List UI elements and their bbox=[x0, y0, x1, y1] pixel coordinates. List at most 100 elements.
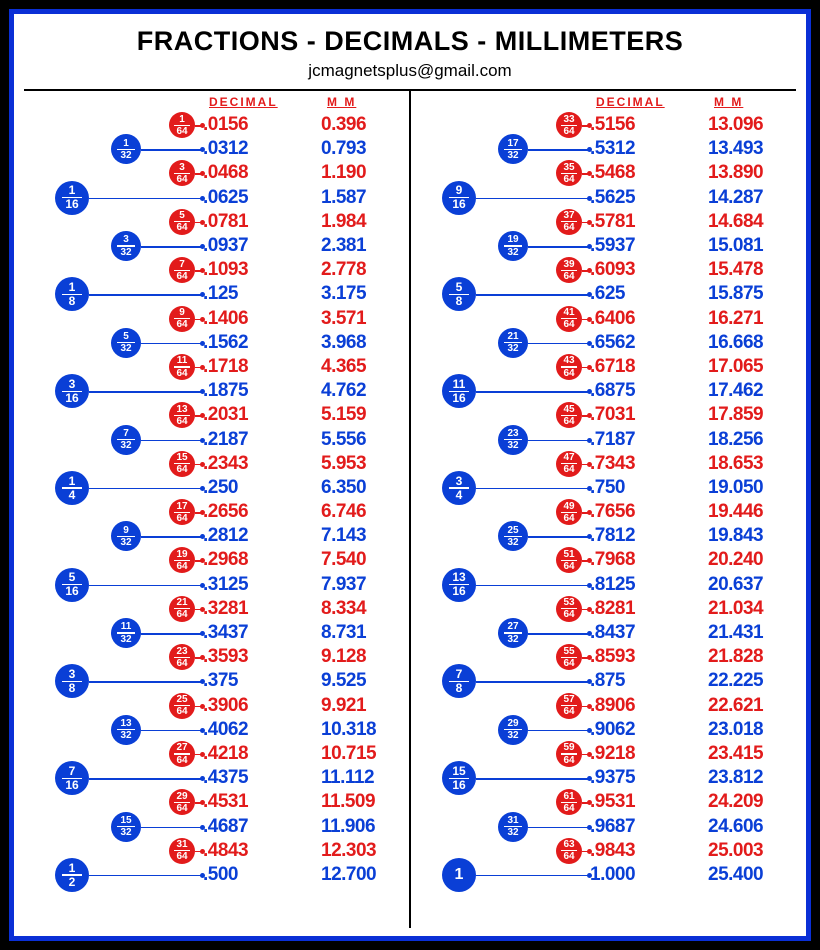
decimal-value: .4687 bbox=[199, 816, 303, 838]
fraction-cell: 1 bbox=[411, 863, 586, 887]
mm-value: 1.984 bbox=[303, 211, 409, 233]
fraction-cell: 12 bbox=[24, 863, 199, 887]
decimal-value: .7187 bbox=[586, 429, 690, 451]
mm-value: 14.287 bbox=[690, 187, 796, 209]
fraction-cell: 716 bbox=[24, 766, 199, 790]
table-row: 564.07811.984 bbox=[24, 210, 409, 234]
mm-value: 12.700 bbox=[303, 864, 409, 886]
decimal-value: .875 bbox=[586, 670, 690, 692]
table-row: 4764.734318.653 bbox=[411, 452, 796, 476]
table-row: 1316.812520.637 bbox=[411, 573, 796, 597]
fraction-cell: 2532 bbox=[411, 524, 586, 548]
fraction-cell: 132 bbox=[24, 137, 199, 161]
mm-value: 14.684 bbox=[690, 211, 796, 233]
mm-value: 19.446 bbox=[690, 501, 796, 523]
fraction-cell: 116 bbox=[24, 186, 199, 210]
fraction-badge-64th: 364 bbox=[169, 160, 195, 186]
header-decimal: DECIMAL bbox=[586, 95, 696, 109]
decimal-value: .1562 bbox=[199, 332, 303, 354]
decimal-value: .6406 bbox=[586, 308, 690, 330]
mm-value: 17.859 bbox=[690, 404, 796, 426]
fraction-badge-64th: 1764 bbox=[169, 499, 195, 525]
mm-value: 3.175 bbox=[303, 283, 409, 305]
table-row: 1164.17184.365 bbox=[24, 355, 409, 379]
fraction-cell: 932 bbox=[24, 524, 199, 548]
mm-value: 15.875 bbox=[690, 283, 796, 305]
fraction-badge-64th: 764 bbox=[169, 257, 195, 283]
fraction-cell: 6164 bbox=[411, 790, 586, 814]
table-row: 332.09372.381 bbox=[24, 234, 409, 258]
fraction-badge-64th: 6364 bbox=[556, 838, 582, 864]
mm-value: 13.096 bbox=[690, 114, 796, 136]
fraction-cell: 1316 bbox=[411, 573, 586, 597]
mm-value: 13.890 bbox=[690, 162, 796, 184]
table-row: 316.18754.762 bbox=[24, 379, 409, 403]
table-row: 2964.453111.509 bbox=[24, 790, 409, 814]
fraction-badge-64th: 564 bbox=[169, 209, 195, 235]
mm-value: 10.318 bbox=[303, 719, 409, 741]
fraction-badge-32nd: 1532 bbox=[111, 812, 141, 842]
table-row: 1964.29687.540 bbox=[24, 548, 409, 572]
table-row: 2932.906223.018 bbox=[411, 718, 796, 742]
table-row: 1332.406210.318 bbox=[24, 718, 409, 742]
decimal-value: .9531 bbox=[586, 791, 690, 813]
mm-value: 19.843 bbox=[690, 525, 796, 547]
fraction-cell: 1164 bbox=[24, 355, 199, 379]
mm-value: 25.400 bbox=[690, 864, 796, 886]
decimal-value: .9843 bbox=[586, 840, 690, 862]
chart-title: FRACTIONS - DECIMALS - MILLIMETERS bbox=[24, 26, 796, 57]
decimal-value: .6562 bbox=[586, 332, 690, 354]
mm-value: 13.493 bbox=[690, 138, 796, 160]
fraction-badge-32nd: 1332 bbox=[111, 715, 141, 745]
fraction-cell: 316 bbox=[24, 379, 199, 403]
fraction-cell: 5564 bbox=[411, 645, 586, 669]
fraction-cell: 2332 bbox=[411, 427, 586, 451]
rows-right: 3364.515613.0961732.531213.4933564.54681… bbox=[411, 113, 796, 887]
decimal-value: .750 bbox=[586, 477, 690, 499]
decimal-value: .8906 bbox=[586, 695, 690, 717]
fraction-cell: 5364 bbox=[411, 597, 586, 621]
table-row: 3132.968724.606 bbox=[411, 814, 796, 838]
fraction-cell: 5164 bbox=[411, 548, 586, 572]
fraction-badge-32nd: 732 bbox=[111, 425, 141, 455]
mm-value: 5.159 bbox=[303, 404, 409, 426]
fraction-badge-64th: 5564 bbox=[556, 644, 582, 670]
mm-value: 2.381 bbox=[303, 235, 409, 257]
decimal-value: .500 bbox=[199, 864, 303, 886]
mm-value: 11.112 bbox=[303, 767, 409, 789]
fraction-cell: 3364 bbox=[411, 113, 586, 137]
mm-value: 21.034 bbox=[690, 598, 796, 620]
decimal-value: .8437 bbox=[586, 622, 690, 644]
mm-value: 11.509 bbox=[303, 791, 409, 813]
fraction-badge-32nd: 1932 bbox=[498, 231, 528, 261]
fraction-cell: 3964 bbox=[411, 258, 586, 282]
table-row: 12.50012.700 bbox=[24, 863, 409, 887]
mm-value: 16.668 bbox=[690, 332, 796, 354]
fraction-badge-32nd: 2732 bbox=[498, 618, 528, 648]
table-row: 4164.640616.271 bbox=[411, 307, 796, 331]
decimal-value: .0312 bbox=[199, 138, 303, 160]
fraction-cell: 1932 bbox=[411, 234, 586, 258]
table-row: 34.75019.050 bbox=[411, 476, 796, 500]
decimal-value: .4843 bbox=[199, 840, 303, 862]
decimal-value: .3906 bbox=[199, 695, 303, 717]
table-row: 164.01560.396 bbox=[24, 113, 409, 137]
table-row: 4564.703117.859 bbox=[411, 403, 796, 427]
mm-value: 17.065 bbox=[690, 356, 796, 378]
fraction-cell: 2132 bbox=[411, 331, 586, 355]
table-row: 5964.921823.415 bbox=[411, 742, 796, 766]
table-row: 1932.593715.081 bbox=[411, 234, 796, 258]
table-row: 4364.671817.065 bbox=[411, 355, 796, 379]
fraction-badge-64th: 4964 bbox=[556, 499, 582, 525]
decimal-value: .0625 bbox=[199, 187, 303, 209]
mm-value: 8.731 bbox=[303, 622, 409, 644]
column-right: DECIMAL M M 3364.515613.0961732.531213.4… bbox=[409, 91, 796, 928]
fraction-cell: 2964 bbox=[24, 790, 199, 814]
mm-value: 16.271 bbox=[690, 308, 796, 330]
fraction-badge-32nd: 1132 bbox=[111, 618, 141, 648]
table-row: 1732.531213.493 bbox=[411, 137, 796, 161]
fraction-badge-64th: 4764 bbox=[556, 451, 582, 477]
fraction-badge-32nd: 932 bbox=[111, 521, 141, 551]
decimal-value: .5156 bbox=[586, 114, 690, 136]
mm-value: 25.003 bbox=[690, 840, 796, 862]
